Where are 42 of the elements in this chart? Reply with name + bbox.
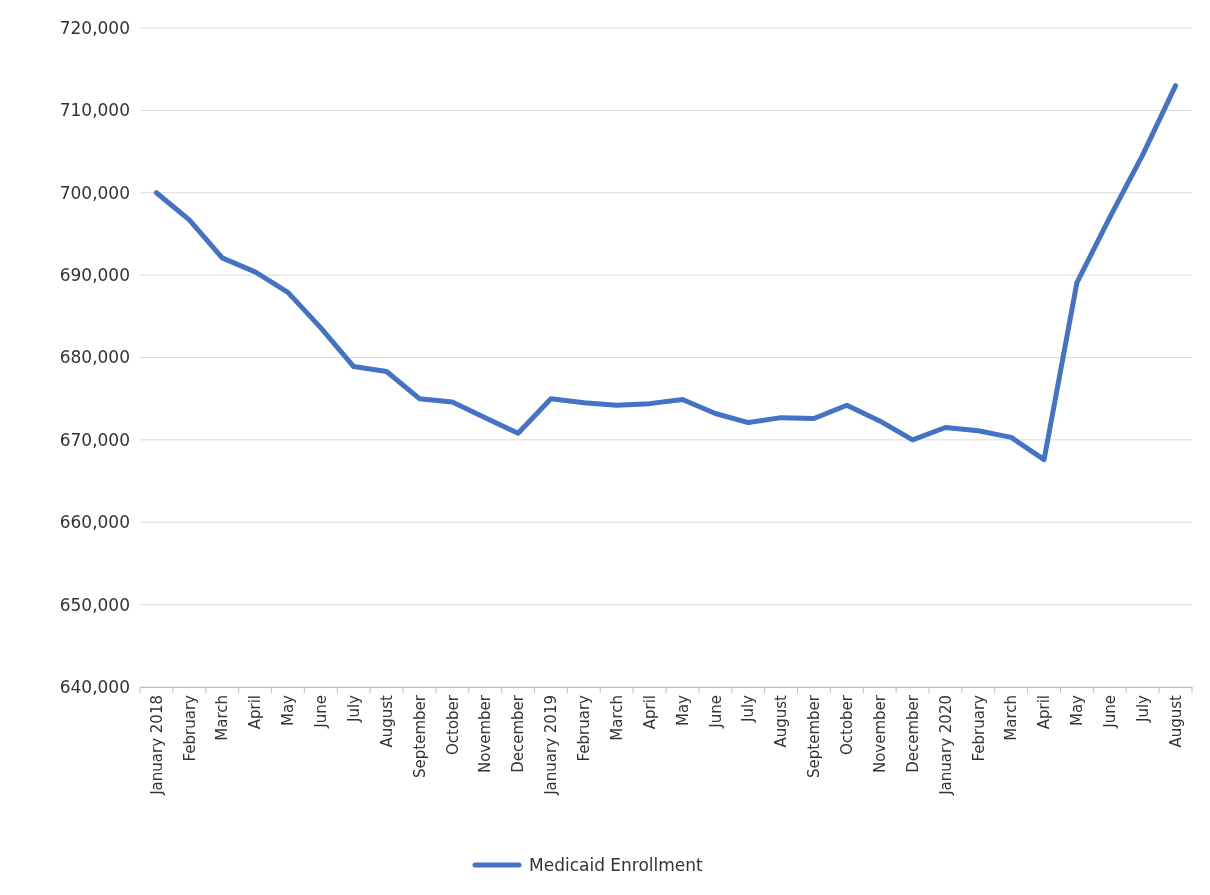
x-tick-label: January 2020 xyxy=(936,695,955,796)
x-tick-label: October xyxy=(443,694,462,756)
x-tick-label: May xyxy=(673,694,692,727)
x-tick-label: February xyxy=(969,694,988,762)
x-tick-label: August xyxy=(772,694,791,748)
x-tick-label: March xyxy=(607,695,626,741)
x-tick-label: January 2018 xyxy=(147,695,166,796)
x-tick-label: April xyxy=(1035,695,1054,730)
y-tick-label: 670,000 xyxy=(59,429,130,450)
x-tick-label: November xyxy=(476,694,495,774)
x-tick-label: May xyxy=(279,694,298,727)
y-tick-label: 640,000 xyxy=(59,676,130,697)
y-tick-label: 660,000 xyxy=(59,512,130,533)
legend-label: Medicaid Enrollment xyxy=(529,854,704,875)
y-tick-label: 720,000 xyxy=(59,17,130,38)
x-tick-label: March xyxy=(1002,695,1021,741)
y-tick-label: 710,000 xyxy=(59,100,130,121)
x-tick-label: September xyxy=(410,694,429,778)
x-tick-label: July xyxy=(344,694,363,723)
x-tick-label: April xyxy=(246,695,265,730)
x-tick-label: May xyxy=(1068,694,1087,727)
x-tick-label: February xyxy=(575,694,594,762)
x-tick-label: October xyxy=(838,694,857,756)
y-tick-label: 700,000 xyxy=(59,182,130,203)
x-tick-label: June xyxy=(706,695,725,729)
x-tick-label: July xyxy=(739,694,758,723)
x-tick-label: April xyxy=(640,695,659,730)
x-tick-label: February xyxy=(180,694,199,762)
x-tick-label: July xyxy=(1133,694,1152,723)
x-tick-label: December xyxy=(903,694,922,773)
x-tick-label: December xyxy=(509,694,528,773)
x-tick-label: September xyxy=(805,694,824,778)
y-tick-label: 690,000 xyxy=(59,265,130,286)
x-tick-label: August xyxy=(377,694,396,748)
y-tick-label: 680,000 xyxy=(59,347,130,368)
x-tick-label: November xyxy=(870,694,889,774)
y-tick-label: 650,000 xyxy=(59,594,130,615)
x-tick-label: June xyxy=(1101,695,1120,729)
x-tick-label: March xyxy=(213,695,232,741)
x-tick-label: August xyxy=(1166,694,1185,748)
x-tick-label: June xyxy=(312,695,331,729)
x-tick-label: January 2019 xyxy=(542,695,561,796)
